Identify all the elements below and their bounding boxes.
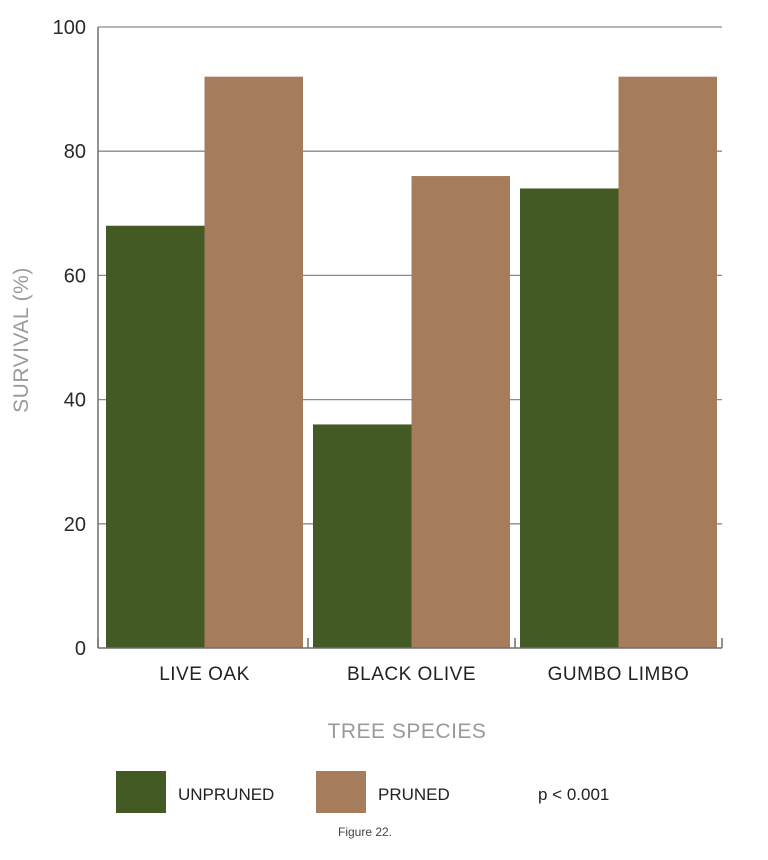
- legend: UNPRUNED PRUNED p < 0.001: [116, 771, 609, 813]
- x-category-label: GUMBO LIMBO: [548, 664, 690, 685]
- bar-pruned-live-oak: [204, 76, 303, 649]
- bar-unpruned-live-oak: [106, 225, 205, 648]
- figure-caption: Figure 22.: [338, 825, 392, 839]
- bar-pruned-gumbo-limbo: [618, 76, 717, 649]
- bar-pruned-black-olive: [411, 176, 510, 649]
- x-category-labels: LIVE OAK BLACK OLIVE GUMBO LIMBO: [159, 664, 689, 685]
- bars: [106, 76, 717, 649]
- y-tick-label: 40: [64, 390, 86, 412]
- legend-swatch-pruned: [316, 771, 366, 813]
- x-axis-title: TREE SPECIES: [328, 720, 487, 743]
- bar-unpruned-black-olive: [313, 424, 412, 648]
- x-category-label: BLACK OLIVE: [347, 664, 476, 685]
- legend-label-pruned: PRUNED: [378, 785, 450, 804]
- x-category-label: LIVE OAK: [159, 664, 250, 685]
- legend-label-unpruned: UNPRUNED: [178, 785, 274, 804]
- y-axis-title: SURVIVAL (%): [10, 267, 33, 413]
- bar-unpruned-gumbo-limbo: [520, 188, 619, 648]
- y-tick-label: 100: [53, 17, 86, 39]
- y-tick-label: 80: [64, 141, 86, 163]
- p-value-annotation: p < 0.001: [538, 785, 609, 804]
- y-tick-label: 60: [64, 265, 86, 287]
- y-tick-labels: 0 20 40 60 80 100: [53, 17, 86, 660]
- axes: [97, 27, 723, 649]
- y-tick-label: 20: [64, 514, 86, 536]
- y-tick-label: 0: [75, 638, 86, 660]
- legend-swatch-unpruned: [116, 771, 166, 813]
